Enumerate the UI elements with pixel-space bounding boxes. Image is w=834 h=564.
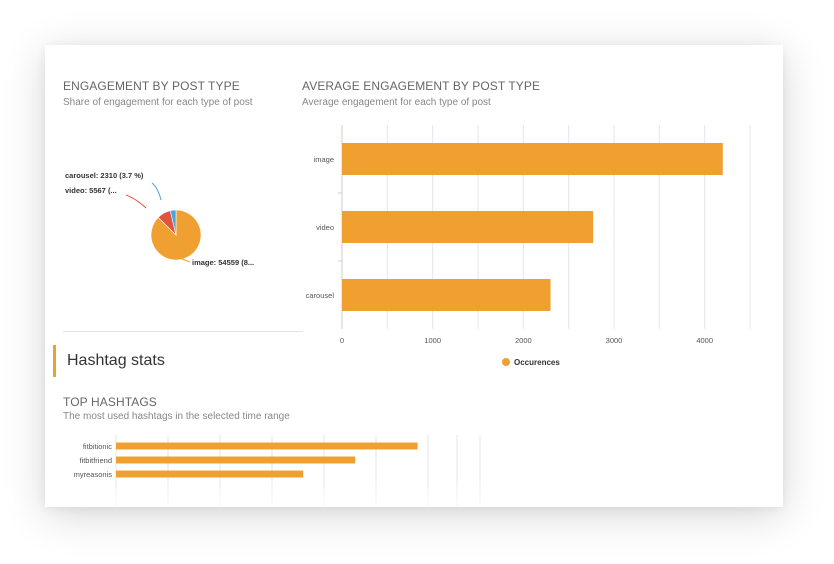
video-connector: [125, 194, 147, 209]
avg-category-label: image: [314, 155, 334, 164]
top-hashtags-subtitle: The most used hashtags in the selected t…: [63, 411, 290, 422]
engagement-by-type-title: ENGAGEMENT BY POST TYPE: [63, 79, 240, 93]
hashtag-bar-fitbitionic[interactable]: [116, 442, 418, 450]
engagement-by-type-subtitle: Share of engagement for each type of pos…: [63, 97, 253, 108]
legend-label-occurences[interactable]: Occurences: [514, 358, 560, 367]
avg-category-label: video: [316, 223, 334, 232]
avg-engagement-title: AVERAGE ENGAGEMENT BY POST TYPE: [302, 79, 541, 93]
hashtag-category-label: fitbitionic: [83, 442, 112, 451]
avg-tick-label: 0: [340, 336, 344, 345]
avg-bar-video[interactable]: [342, 211, 594, 243]
hashtag-bar-myreasonis[interactable]: [116, 470, 304, 478]
avg-engagement-chart: image video carousel 0 1000 2000 3000 4000 Occ…: [306, 125, 751, 367]
avg-tick-label: 2000: [515, 336, 532, 345]
section-divider: [63, 331, 303, 332]
carousel-connector: [151, 182, 162, 201]
legend-marker[interactable]: [502, 358, 510, 366]
hashtag-category-label: myreasonis: [74, 470, 113, 479]
hashtag-bar-fitbitfriend[interactable]: [116, 456, 356, 464]
avg-tick-label: 1000: [424, 336, 441, 345]
pie-slice-carousel[interactable]: [169, 209, 177, 236]
top-hashtags-chart: fitbitionic fitbitfriend myreasonis: [74, 435, 481, 507]
hashtag-category-label: fitbitfriend: [79, 456, 112, 465]
avg-bar-image[interactable]: [342, 143, 723, 175]
pie-chart: carousel: 2310 (3.7 %) video: 5567 (... …: [65, 171, 254, 267]
pie-label-carousel: carousel: 2310 (3.7 %): [65, 171, 144, 180]
avg-tick-label: 3000: [606, 336, 623, 345]
avg-engagement-subtitle: Average engagement for each type of post: [302, 97, 491, 108]
top-hashtags-title: TOP HASHTAGS: [63, 395, 157, 409]
avg-bar-carousel[interactable]: [342, 279, 551, 311]
pie-label-image: image: 54559 (8...: [192, 258, 254, 267]
avg-category-label: carousel: [306, 291, 335, 300]
pie-label-video: video: 5567 (...: [65, 186, 117, 195]
image-connector: [176, 240, 191, 263]
dashboard-card: ENGAGEMENT BY POST TYPE Share of engagem…: [45, 45, 783, 507]
avg-tick-label: 4000: [696, 336, 713, 345]
hashtag-stats-title: Hashtag stats: [67, 352, 165, 369]
section-accent-bar: [53, 345, 56, 377]
